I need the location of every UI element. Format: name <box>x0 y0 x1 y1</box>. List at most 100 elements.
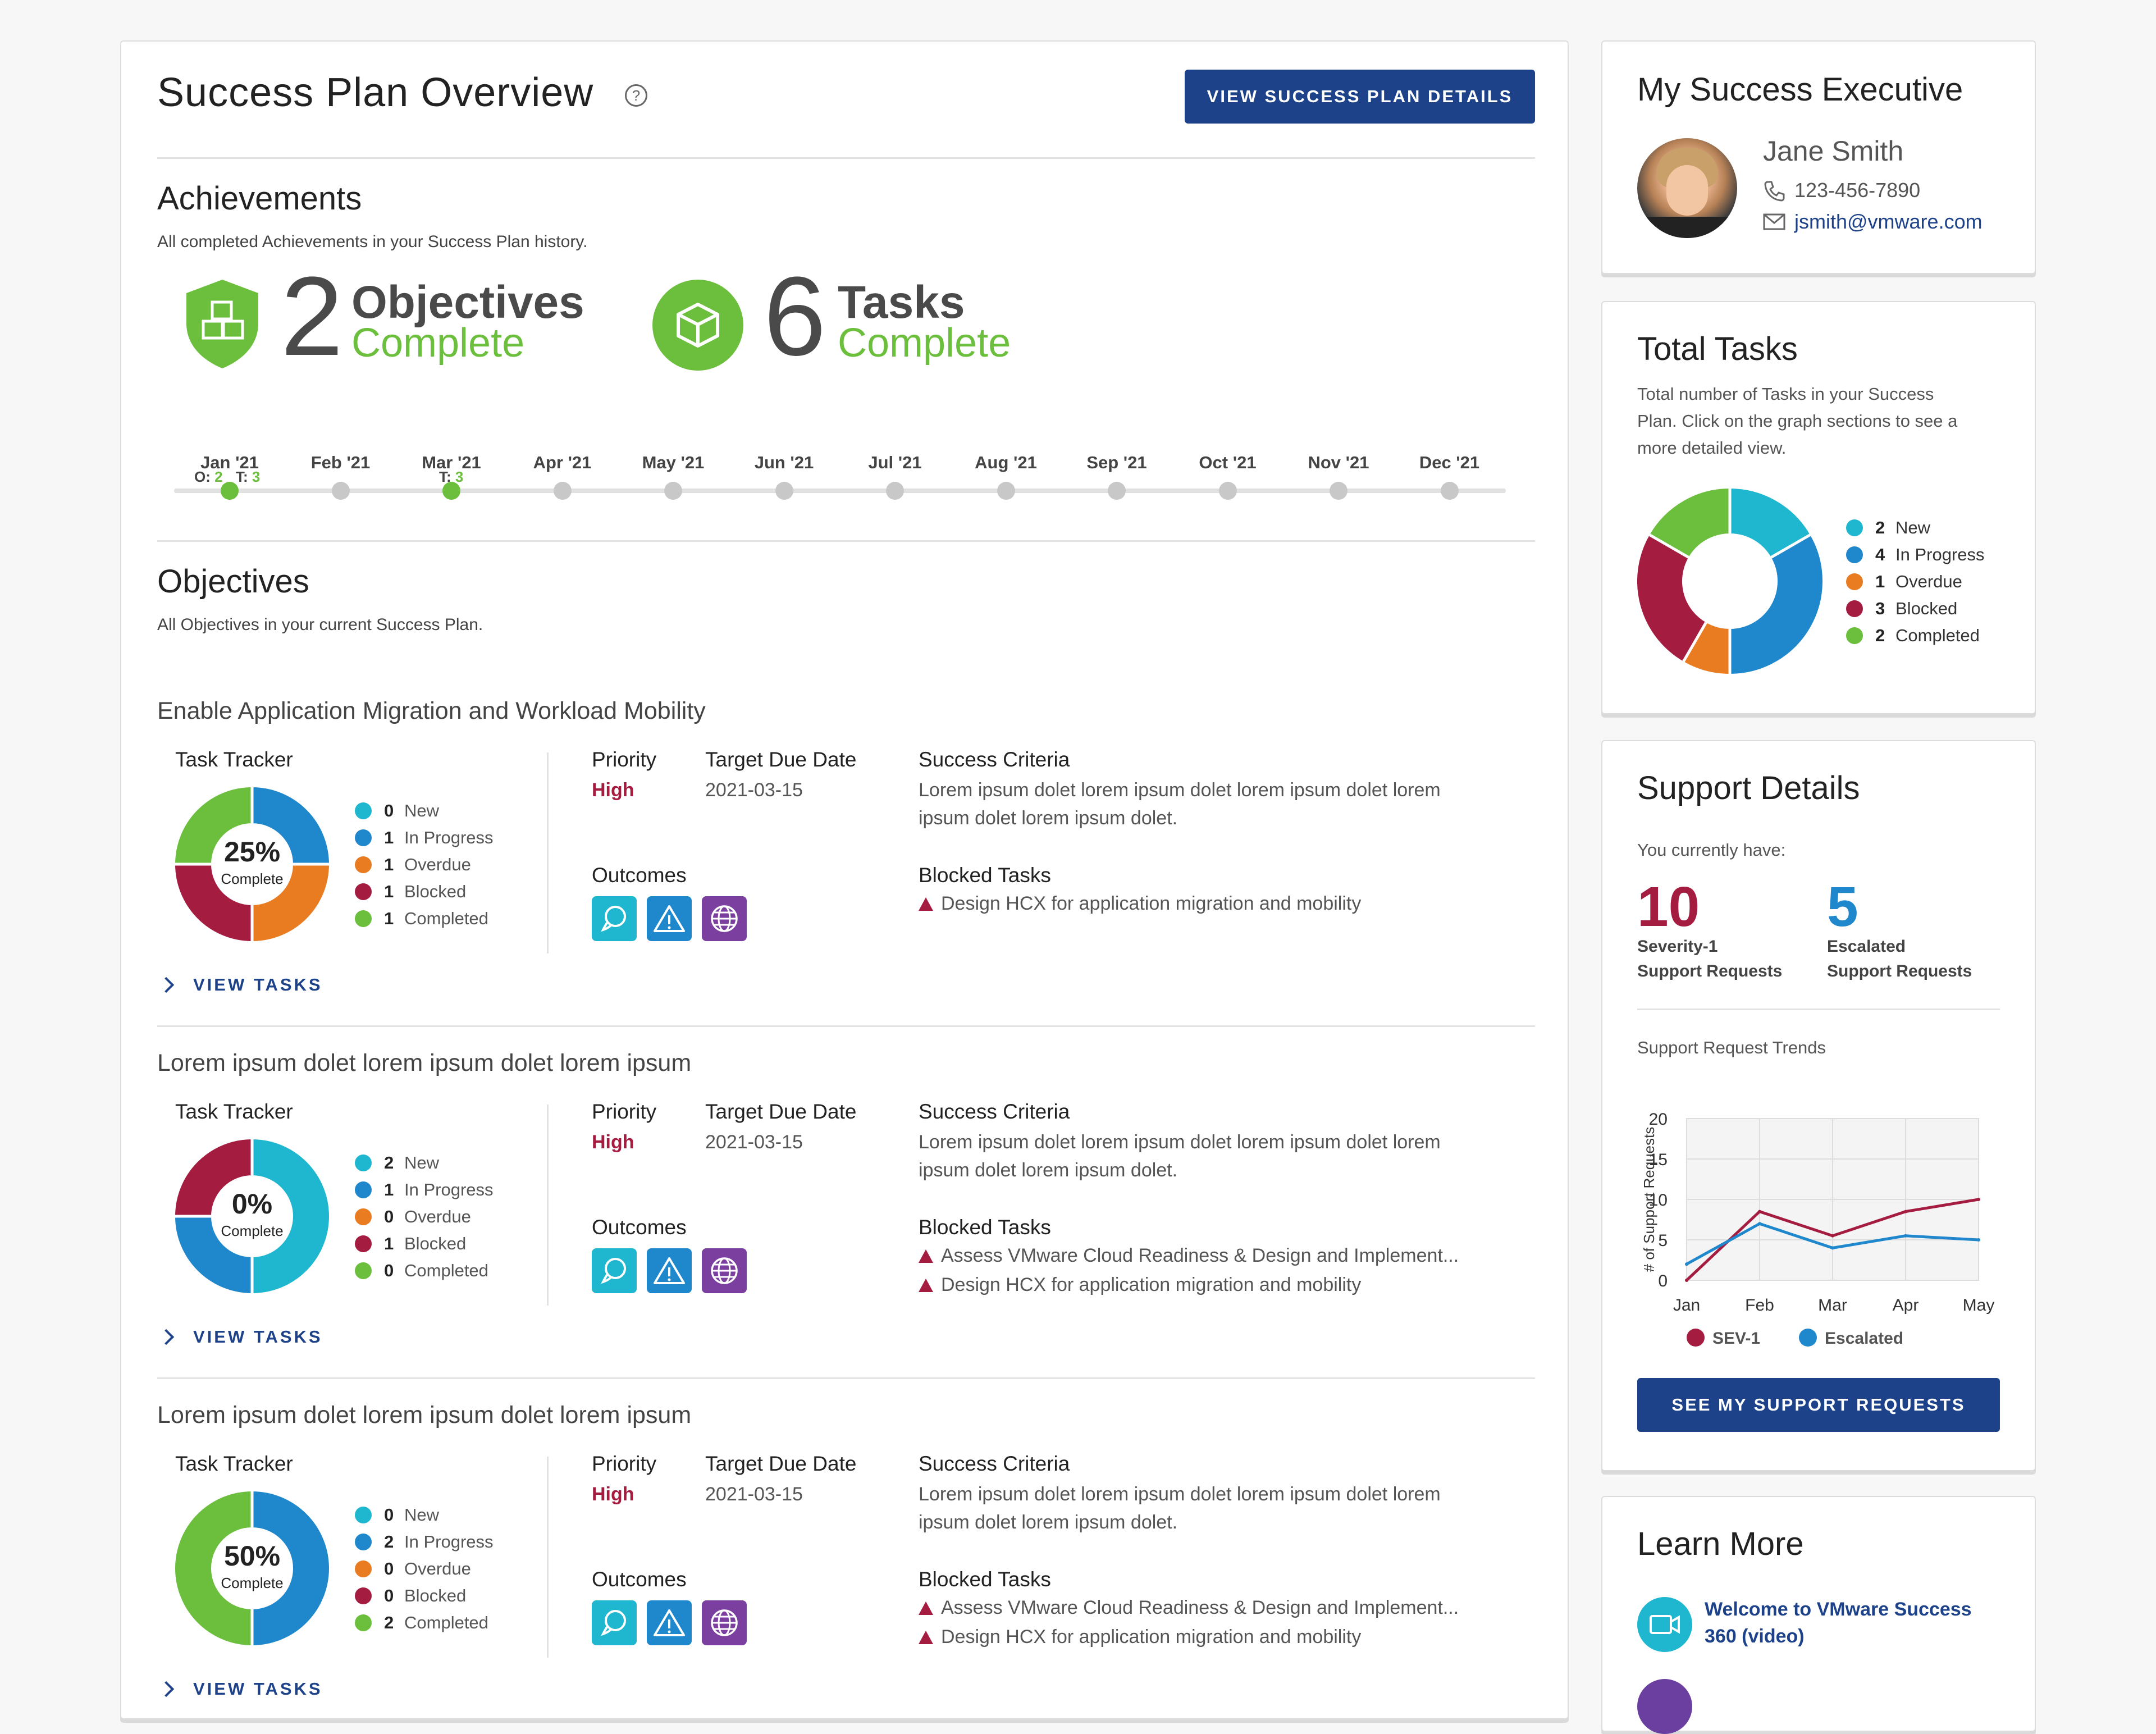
outcome-warning-icon[interactable] <box>647 1600 692 1645</box>
total-tasks-legend: 2 New 4 In Progress 1 Overdue 3 Blocked 2 Complet… <box>1846 517 2026 651</box>
legend-label: Overdue <box>404 1207 471 1226</box>
outcome-warning-icon[interactable] <box>647 896 692 941</box>
objective-section: Lorem ipsum dolet lorem ipsum dolet lore… <box>121 1005 1570 1379</box>
escalated-label: Escalated Support Requests <box>1827 934 1972 984</box>
donut-segment-new[interactable] <box>1729 489 1810 558</box>
priority-label: Priority <box>592 748 657 771</box>
mail-icon <box>1763 213 1785 230</box>
achievements-title: Achievements <box>157 180 362 217</box>
y-tick-label: 15 <box>1649 1151 1668 1169</box>
donut-segment-completed[interactable] <box>175 787 253 865</box>
view-tasks-button[interactable]: VIEW TASKS <box>158 1679 323 1699</box>
executive-title: My Success Executive <box>1637 71 1963 108</box>
objectives-subtitle: All Objectives in your current Success P… <box>157 615 483 634</box>
avatar <box>1637 138 1737 238</box>
task-tracker-donut[interactable] <box>175 1139 329 1293</box>
task-tracker-percent-label: Complete <box>221 1575 284 1591</box>
legend-item-completed: 1 Completed <box>355 907 488 930</box>
task-tracker-percent: 25% <box>223 836 281 868</box>
blocked-task-link[interactable]: Assess VMware Cloud Readiness & Design a… <box>919 1245 1459 1267</box>
donut-segment-blocked[interactable] <box>175 1139 253 1217</box>
outcome-warning-icon[interactable] <box>647 1248 692 1293</box>
legend-label: In Progress <box>404 1180 494 1199</box>
timeline-dot <box>1440 482 1459 500</box>
blocked-task-name: Design HCX for application migration and… <box>941 1626 1362 1648</box>
view-tasks-button[interactable]: VIEW TASKS <box>158 1327 323 1347</box>
legend-item-new: 0 New <box>355 800 439 822</box>
warning-icon <box>919 897 933 911</box>
timeline-month-label: Sep '21 <box>1086 453 1147 472</box>
timeline-dot <box>331 482 350 500</box>
outcome-chat-icon[interactable] <box>592 896 637 941</box>
legend-label: In Progress <box>404 828 494 847</box>
legend-dot <box>355 1155 372 1171</box>
task-tracker-donut[interactable] <box>175 1491 329 1645</box>
view-success-plan-details-button[interactable]: VIEW SUCCESS PLAN DETAILS <box>1185 70 1535 124</box>
success-executive-card: My Success Executive Jane Smith 123-456-… <box>1601 40 2036 274</box>
y-axis-label: # of Support Requests <box>1641 1127 1657 1272</box>
blocked-task-link[interactable]: Design HCX for application migration and… <box>919 1274 1361 1296</box>
success-criteria-line: Lorem ipsum dolet lorem ipsum dolet lore… <box>919 1484 1441 1505</box>
executive-email-link[interactable]: jsmith@vmware.com <box>1794 210 1983 233</box>
outcome-globe-icon[interactable] <box>702 896 747 941</box>
help-icon[interactable]: ? <box>625 84 647 107</box>
success-criteria-line: Lorem ipsum dolet lorem ipsum dolet lore… <box>919 1131 1441 1153</box>
avatar-face <box>1666 165 1708 216</box>
sev1-count: 10 <box>1637 875 1700 938</box>
donut-segment-in-progress[interactable] <box>1729 535 1822 674</box>
timeline-dot <box>664 482 682 500</box>
data-point <box>1977 1238 1980 1242</box>
success-criteria-label: Success Criteria <box>919 1452 1070 1475</box>
task-tracker-percent-label: Complete <box>221 870 284 887</box>
objectives-complete-status: Complete <box>351 321 525 366</box>
warning-icon <box>919 1278 933 1292</box>
outcome-globe-icon[interactable] <box>702 1600 747 1645</box>
donut-segment-completed[interactable] <box>175 1491 253 1645</box>
timeline-dot <box>1330 482 1347 500</box>
learn-more-video-link[interactable]: Welcome to VMware Success 360 (video) <box>1705 1596 1972 1650</box>
x-tick-label: Mar <box>1818 1296 1847 1315</box>
total-tasks-card: Total Tasks Total number of Tasks in you… <box>1601 301 2036 714</box>
task-tracker-donut[interactable] <box>175 787 329 941</box>
shield-icon <box>183 277 262 371</box>
timeline-jan-tasks: T: 3 <box>236 468 260 486</box>
legend-dot <box>355 1507 372 1523</box>
outcome-chat-icon[interactable] <box>592 1248 637 1293</box>
view-tasks-button[interactable]: VIEW TASKS <box>158 975 323 995</box>
donut-segment-overdue[interactable] <box>1683 622 1731 674</box>
warning-icon <box>919 1601 933 1615</box>
legend-dot <box>355 1534 372 1550</box>
donut-segment-in-progress[interactable] <box>251 787 329 865</box>
priority-value: High <box>592 779 634 801</box>
blocked-task-link[interactable]: Design HCX for application migration and… <box>919 893 1361 915</box>
legend-item-blocked: 0 Blocked <box>355 1585 466 1607</box>
legend-dot <box>1846 519 1863 536</box>
donut-segment-blocked[interactable] <box>1637 535 1707 661</box>
task-tracker-percent: 0% <box>231 1188 273 1220</box>
donut-segment-in-progress[interactable] <box>175 1215 253 1293</box>
see-support-requests-button[interactable]: SEE MY SUPPORT REQUESTS <box>1637 1378 2000 1432</box>
blocked-task-link[interactable]: Assess VMware Cloud Readiness & Design a… <box>919 1597 1459 1619</box>
chart-legend-label: SEV-1 <box>1712 1329 1760 1348</box>
total-tasks-donut[interactable] <box>1637 489 1822 674</box>
blocked-task-link[interactable]: Design HCX for application migration and… <box>919 1626 1361 1648</box>
page-title: Success Plan Overview <box>157 70 594 115</box>
donut-segment-completed[interactable] <box>1650 489 1731 558</box>
task-tracker-label: Task Tracker <box>175 1452 293 1475</box>
timeline-month-label: Nov '21 <box>1308 453 1369 472</box>
outcome-globe-icon[interactable] <box>702 1248 747 1293</box>
due-date-value: 2021-03-15 <box>705 1484 803 1505</box>
legend-item-blocked: 1 Blocked <box>355 1233 466 1255</box>
outcome-chat-icon[interactable] <box>592 1600 637 1645</box>
x-tick-label: Apr <box>1893 1296 1919 1315</box>
timeline-dot[interactable] <box>442 482 460 500</box>
legend-count: 4 <box>1875 545 1885 564</box>
donut-segment-blocked[interactable] <box>175 863 253 941</box>
donut-segment-overdue[interactable] <box>251 863 329 941</box>
donut-segment-in-progress[interactable] <box>251 1491 329 1645</box>
legend-count: 0 <box>384 1261 394 1280</box>
donut-segment-new[interactable] <box>251 1139 329 1293</box>
timeline-dot[interactable] <box>221 482 239 500</box>
priority-label: Priority <box>592 1452 657 1475</box>
executive-phone: 123-456-7890 <box>1794 179 1921 202</box>
